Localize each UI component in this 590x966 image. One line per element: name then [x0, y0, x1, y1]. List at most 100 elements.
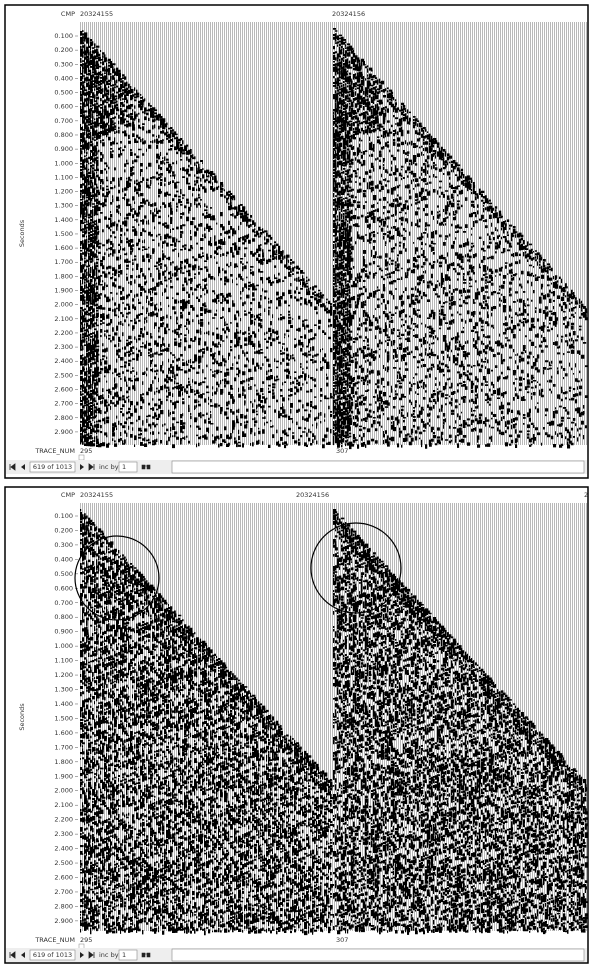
cmp-value: 20324155 [80, 491, 113, 499]
annotation-circle [310, 522, 402, 614]
time-label: 0.400 [54, 74, 73, 82]
annotation-circle [74, 535, 160, 621]
time-label: 1.200 [54, 188, 73, 196]
time-label: 0.600 [54, 584, 73, 592]
find-button[interactable] [141, 464, 151, 470]
last-button[interactable] [88, 951, 95, 959]
inc-label: inc by [99, 951, 119, 959]
seismic-panel: CMP 20324155 20324156 0.100 0.200 0.300 0.400 0… [4, 4, 589, 479]
time-label: 2.600 [54, 386, 73, 394]
time-label: 2.800 [54, 414, 73, 422]
time-label: 2.700 [54, 400, 73, 408]
cmp-label: CMP [61, 10, 75, 18]
cmp-value: 20324156 [332, 10, 365, 18]
time-label: 1.800 [54, 758, 73, 766]
time-label: 1.400 [54, 216, 73, 224]
time-label: 2.100 [54, 801, 73, 809]
time-label: 0.100 [54, 512, 73, 520]
axis-label: Seconds [18, 219, 26, 247]
record-field[interactable] [29, 949, 76, 961]
time-label: 2.700 [54, 888, 73, 896]
cmp-value: 20324155 [80, 10, 113, 18]
time-label: 2.600 [54, 874, 73, 882]
trace-value: 307 [336, 936, 348, 944]
first-button[interactable] [9, 463, 16, 471]
time-label: 1.000 [54, 642, 73, 650]
time-label: 1.900 [54, 287, 73, 295]
inc-field[interactable] [118, 949, 138, 961]
time-label: 0.900 [54, 145, 73, 153]
inc-field[interactable] [118, 461, 138, 473]
time-label: 2.100 [54, 315, 73, 323]
trace-value: 295 [80, 447, 92, 455]
time-label: 1.300 [54, 686, 73, 694]
time-label: 0.600 [54, 103, 73, 111]
time-label: 2.300 [54, 343, 73, 351]
time-label: 1.500 [54, 714, 73, 722]
seismic-wiggles [80, 30, 333, 449]
time-label: 1.500 [54, 230, 73, 238]
time-label: 0.500 [54, 89, 73, 97]
time-label: 2.000 [54, 301, 73, 309]
cmp-value: 2 [584, 491, 588, 499]
time-label: 1.200 [54, 671, 73, 679]
time-label: 0.300 [54, 60, 73, 68]
time-label: 2.900 [54, 917, 73, 925]
time-label: 2.500 [54, 859, 73, 867]
prev-button[interactable] [21, 464, 25, 470]
trace-value: 295 [80, 936, 92, 944]
seismic-wiggles [333, 509, 589, 935]
seismic-wiggles [80, 509, 334, 936]
next-button[interactable] [80, 952, 84, 958]
cmp-value: 20324156 [296, 491, 329, 499]
inc-value: 1 [122, 951, 126, 959]
time-label: 0.100 [54, 32, 73, 40]
time-label: 1.800 [54, 272, 73, 280]
record-text: 619 of 1013 [33, 463, 72, 471]
time-label: 1.900 [54, 772, 73, 780]
time-label: 0.300 [54, 541, 73, 549]
time-label: 2.400 [54, 845, 73, 853]
time-label: 1.700 [54, 258, 73, 266]
cmp-label: CMP [61, 491, 75, 499]
next-button[interactable] [80, 464, 84, 470]
time-label: 0.700 [54, 599, 73, 607]
time-label: 2.200 [54, 816, 73, 824]
search-field[interactable] [171, 460, 585, 474]
inc-value: 1 [122, 463, 126, 471]
time-label: 0.800 [54, 613, 73, 621]
time-label: 1.100 [54, 657, 73, 665]
time-label: 0.700 [54, 117, 73, 125]
seismic-wiggles [333, 28, 589, 450]
time-label: 1.300 [54, 202, 73, 210]
first-button[interactable] [9, 951, 16, 959]
time-label: 0.200 [54, 46, 73, 54]
time-label: 2.400 [54, 357, 73, 365]
time-label: 2.800 [54, 902, 73, 910]
time-label: 0.500 [54, 570, 73, 578]
trace-value: 307 [336, 447, 348, 455]
trace-label: TRACE_NUM [34, 447, 75, 455]
trace-label: TRACE_NUM [34, 936, 75, 944]
time-label: 0.900 [54, 628, 73, 636]
time-label: 2.200 [54, 329, 73, 337]
time-label: 1.600 [54, 244, 73, 252]
last-button[interactable] [88, 463, 95, 471]
find-button[interactable] [141, 952, 151, 958]
time-label: 2.000 [54, 787, 73, 795]
time-label: 0.400 [54, 555, 73, 563]
time-label: 1.000 [54, 159, 73, 167]
inc-label: inc by [99, 463, 119, 471]
record-field[interactable] [29, 461, 76, 473]
time-label: 1.100 [54, 173, 73, 181]
time-label: 1.700 [54, 743, 73, 751]
time-label: 1.400 [54, 700, 73, 708]
seismic-panel: CMP 20324155 20324156 2 0.100 0.200 0.300 0.400… [4, 486, 589, 964]
time-label: 0.800 [54, 131, 73, 139]
time-label: 2.500 [54, 371, 73, 379]
time-label: 1.600 [54, 729, 73, 737]
axis-label: Seconds [18, 703, 26, 731]
search-field[interactable] [171, 948, 585, 962]
prev-button[interactable] [21, 952, 25, 958]
